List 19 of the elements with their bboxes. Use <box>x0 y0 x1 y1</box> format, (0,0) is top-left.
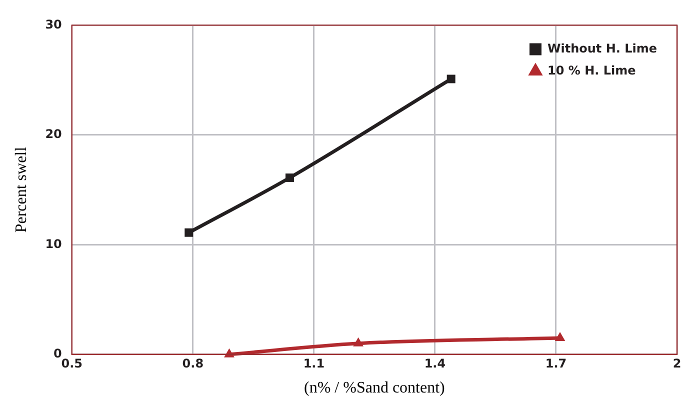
x-tick-label: 0.8 <box>182 356 204 371</box>
x-tick-label: 0.5 <box>61 356 83 371</box>
y-tick-label: 30 <box>45 17 62 32</box>
point <box>554 332 566 341</box>
y-tick-label: 20 <box>45 127 62 142</box>
point <box>353 337 364 346</box>
y-axis-title: Percent swell <box>12 146 30 233</box>
x-axis-title: (n% / %Sand content) <box>304 380 445 397</box>
x-tick-label: 1.7 <box>545 356 567 371</box>
point <box>285 173 294 182</box>
x-tick-label: 2 <box>672 356 682 371</box>
y-tick-label: 0 <box>54 346 62 361</box>
point <box>446 74 456 84</box>
y-tick-label: 10 <box>45 236 62 251</box>
legend-label: 10 % H. Lime <box>547 63 636 78</box>
x-tick-label: 1.4 <box>424 356 446 371</box>
x-tick-label: 1.1 <box>303 356 325 371</box>
point <box>184 228 194 237</box>
legend-label: Without H. Lime <box>547 41 658 56</box>
